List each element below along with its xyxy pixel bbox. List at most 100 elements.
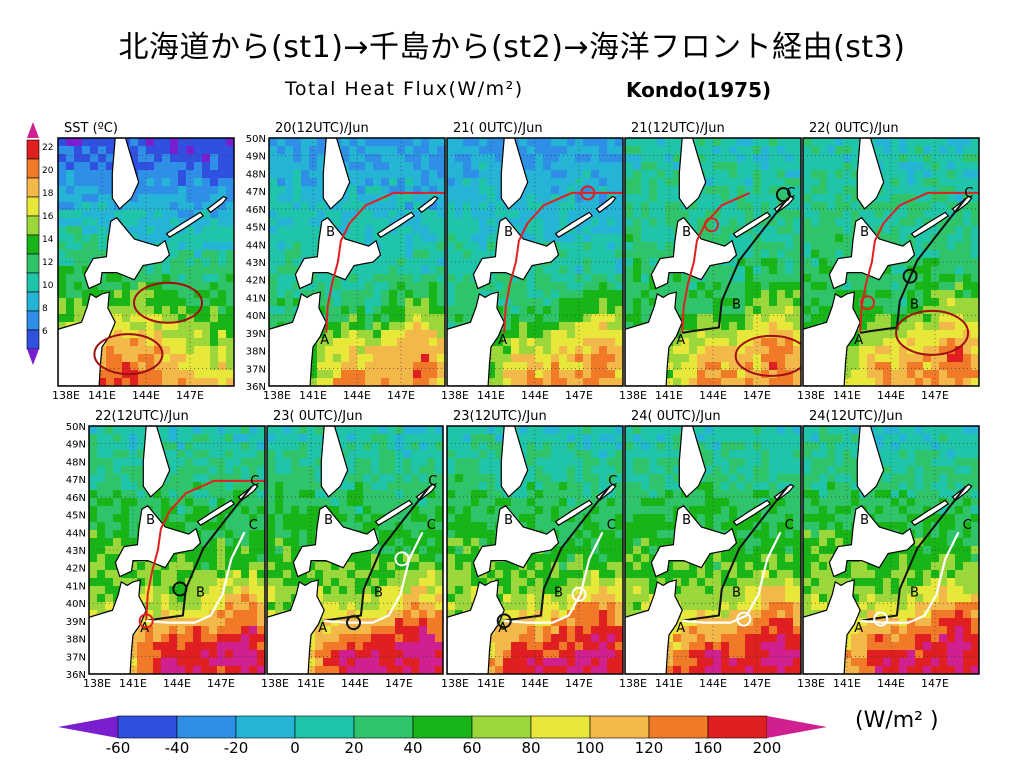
land-kuril <box>595 195 617 214</box>
flux-colorbar-swatch <box>294 715 355 739</box>
lat-tick-label: 47N <box>246 187 266 198</box>
panel-field: B A B C C <box>89 426 265 674</box>
land-honshu <box>803 291 861 386</box>
sst-scale-label: 16 <box>42 212 54 222</box>
track-st1 <box>325 191 445 333</box>
lat-tick-label: 39N <box>246 329 266 340</box>
lat-tick-label: 45N <box>246 223 266 234</box>
panel-title: 24(12UTC)/Jun <box>809 409 903 424</box>
point-label-c: C <box>608 474 617 489</box>
land-honshu <box>447 291 505 386</box>
panel-title: 22( 0UTC)/Jun <box>809 121 899 136</box>
flux-colorbar-swatch <box>648 715 709 739</box>
land-sakhalin <box>856 138 885 210</box>
sst-colorbar-swatch <box>26 234 40 255</box>
flux-colorbar-swatch <box>471 715 532 739</box>
land-hokkaido <box>294 216 382 290</box>
sst-scale-label: 14 <box>42 235 54 245</box>
land-kuril <box>910 211 950 238</box>
point-label-a: A <box>140 621 149 636</box>
lat-tick-label: 40N <box>246 311 266 322</box>
land-kuril <box>554 211 594 238</box>
point-label-c: C <box>427 518 436 533</box>
point-label-a: A <box>676 333 685 348</box>
panel-frame <box>802 425 980 675</box>
land-kuril <box>376 211 416 238</box>
panel-bottom-4: 24( 0UTC)/Jun B A B C 138E 141E 144E 147E <box>619 409 802 690</box>
panel-field: BA <box>269 138 445 386</box>
panel-title: 24( 0UTC)/Jun <box>631 409 721 424</box>
track-st1 <box>503 191 623 333</box>
sst-colorbar-top-arrow <box>27 122 39 138</box>
panel-frame <box>624 137 802 387</box>
sst-scale-label: 8 <box>42 304 48 314</box>
lat-tick-label: 43N <box>246 258 266 269</box>
land-hokkaido <box>472 504 560 578</box>
lon-tick-label: 144E <box>163 677 191 690</box>
point-label-b: B <box>554 586 563 601</box>
lat-tick-label: 46N <box>246 205 266 216</box>
lon-tick-label: 141E <box>833 389 861 402</box>
point-label-a: A <box>854 333 863 348</box>
lon-tick-label: 144E <box>521 677 549 690</box>
panel-frame <box>446 425 624 675</box>
sst-colorbar: 22 20 18 16 14 12 10 8 6 <box>26 122 54 365</box>
track-st3 <box>146 531 246 624</box>
track-position-ring <box>873 611 889 627</box>
sst-scale-label: 22 <box>42 143 53 153</box>
land-honshu <box>625 291 683 386</box>
lat-tick-label: 46N <box>66 493 86 504</box>
land-honshu <box>803 579 861 674</box>
point-label-b: B <box>196 586 205 601</box>
land-kuril <box>417 195 439 214</box>
point-label-c: C <box>249 518 258 533</box>
lon-tick-label: 147E <box>176 389 204 402</box>
lat-tick-label: 36N <box>66 670 86 681</box>
flux-colorbar-swatch <box>707 715 768 739</box>
land-sakhalin <box>500 426 529 498</box>
lon-tick-label: 138E <box>263 389 291 402</box>
sst-scale-label: 20 <box>42 166 54 176</box>
lat-tick-label: 44N <box>66 528 86 539</box>
land-kuril <box>732 499 772 526</box>
land-sakhalin <box>142 426 171 498</box>
point-label-b: B <box>374 586 383 601</box>
panel-frame <box>446 137 624 387</box>
flux-colorbar-label: 20 <box>344 739 363 757</box>
page-title: 北海道から(st1)→千島から(st2)→海洋フロント経由(st3) <box>118 30 906 65</box>
point-label-b: B <box>732 298 741 313</box>
land-sakhalin <box>856 426 885 498</box>
track-st3 <box>860 531 960 624</box>
lon-tick-label: 147E <box>921 389 949 402</box>
track-position-ring <box>138 613 154 629</box>
flux-colorbar-label: 120 <box>635 739 664 757</box>
flux-colorbar-swatch <box>117 715 178 739</box>
lon-tick-label: 138E <box>441 677 469 690</box>
lon-tick-label: 144E <box>341 677 369 690</box>
track-position-ring <box>394 551 410 567</box>
lon-tick-label: 144E <box>521 389 549 402</box>
point-label-a: A <box>854 621 863 636</box>
land-sakhalin <box>678 426 707 498</box>
sst-colorbar-swatch <box>26 177 40 198</box>
lon-tick-label: 141E <box>655 677 683 690</box>
lon-tick-label: 147E <box>565 389 593 402</box>
panel-frame <box>268 137 446 387</box>
panel-field <box>58 138 234 386</box>
lat-tick-label: 37N <box>246 364 266 375</box>
land-hokkaido <box>828 504 916 578</box>
lon-tick-label: 141E <box>299 389 327 402</box>
track-position-ring <box>346 615 362 631</box>
lon-tick-label: 141E <box>119 677 147 690</box>
panel-frame <box>802 137 980 387</box>
flux-colorbar-label: 40 <box>403 739 422 757</box>
point-label-b: B <box>146 513 155 528</box>
point-label-b: B <box>910 586 919 601</box>
point-label-b: B <box>860 225 869 240</box>
land-kuril <box>196 499 236 526</box>
flux-colorbar-swatch <box>353 715 414 739</box>
point-label-b: B <box>860 513 869 528</box>
